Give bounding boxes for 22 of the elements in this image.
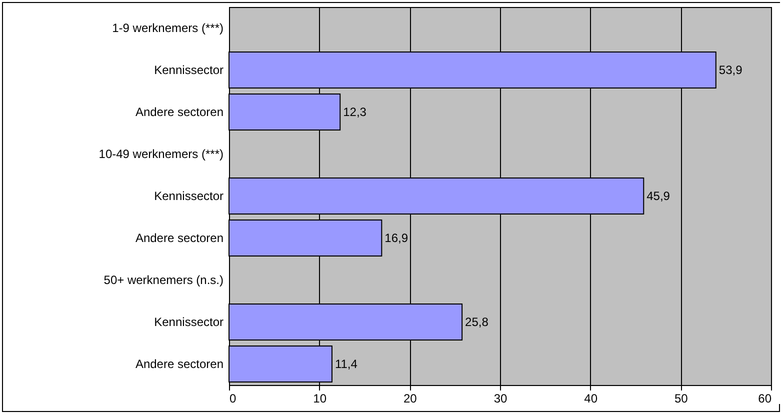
data-label: 45,9 — [646, 189, 670, 203]
y-tick-label: 10-49 werknemers (***) — [98, 147, 224, 161]
x-tick-label: 30 — [494, 392, 508, 406]
x-tick-label: 60 — [758, 392, 772, 406]
y-tick-label: Andere sectoren — [135, 231, 224, 245]
y-tick-label: 1-9 werknemers (***) — [112, 21, 224, 35]
data-label: 11,4 — [334, 357, 358, 371]
data-label: 53,9 — [718, 63, 743, 77]
y-tick-label: Kennissector — [154, 189, 224, 203]
x-tick-label: 10 — [313, 392, 327, 406]
y-tick-label: Kennissector — [154, 63, 224, 77]
x-tick-label: 0 — [230, 392, 236, 406]
x-tick-label: 40 — [584, 392, 598, 406]
x-tick-label: 50 — [674, 392, 688, 406]
data-label: 16,9 — [384, 231, 408, 245]
x-tick-label: 20 — [403, 392, 418, 406]
y-tick-label: Andere sectoren — [135, 357, 224, 371]
y-tick-label: Andere sectoren — [135, 105, 224, 119]
data-label: 25,8 — [465, 315, 489, 329]
data-label: 12,3 — [343, 105, 367, 119]
y-tick-label: Kennissector — [154, 315, 224, 329]
y-tick-label: 50+ werknemers (n.s.) — [104, 273, 224, 287]
